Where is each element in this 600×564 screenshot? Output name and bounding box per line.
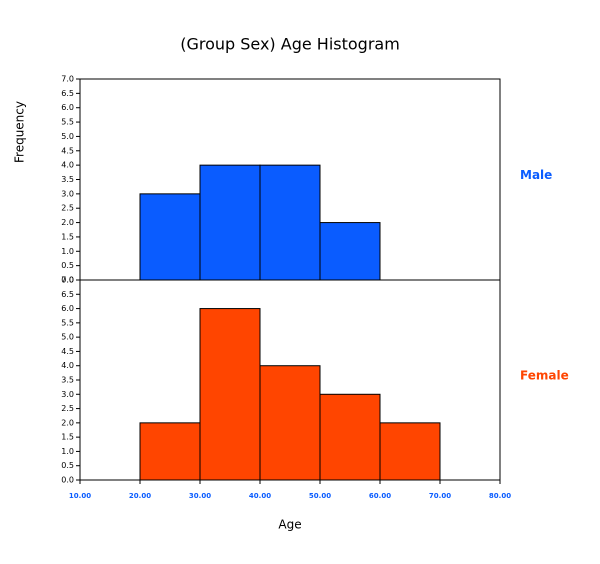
y-tick-label: 0.0 — [61, 476, 74, 485]
legend-label: Female — [520, 369, 569, 383]
legend-label: Male — [520, 168, 552, 182]
bar — [199, 308, 261, 481]
y-tick-label: 0.0 — [61, 276, 74, 285]
x-tick-label: 80.00 — [489, 492, 511, 500]
bar — [139, 422, 201, 481]
y-tick-label: 3.0 — [61, 390, 74, 399]
x-tick-label: 50.00 — [309, 492, 331, 500]
y-tick-label: 4.0 — [61, 361, 74, 370]
y-tick-label: 0.5 — [61, 261, 74, 270]
y-tick-label: 7.0 — [61, 75, 74, 84]
bar — [319, 222, 381, 281]
bar — [259, 365, 321, 481]
y-tick-label: 1.5 — [61, 232, 74, 241]
bar — [379, 422, 441, 481]
x-axis-label: Age — [278, 518, 301, 532]
x-tick-label: 70.00 — [429, 492, 451, 500]
y-tick-label: 7.0 — [61, 276, 74, 285]
y-tick-label: 5.5 — [61, 118, 74, 127]
y-tick-label: 2.5 — [61, 404, 74, 413]
y-tick-label: 2.5 — [61, 204, 74, 213]
y-tick-label: 4.0 — [61, 161, 74, 170]
y-tick-label: 6.0 — [61, 304, 74, 313]
x-tick-label: 20.00 — [129, 492, 151, 500]
y-tick-label: 6.5 — [61, 89, 74, 98]
x-tick-label: 10.00 — [69, 492, 91, 500]
chart-title: (Group Sex) Age Histogram — [180, 35, 400, 54]
y-tick-label: 3.5 — [61, 376, 74, 385]
y-tick-label: 1.0 — [61, 447, 74, 456]
y-tick-label: 2.0 — [61, 418, 74, 427]
y-tick-label: 5.0 — [61, 333, 74, 342]
bar — [319, 393, 381, 481]
y-tick-label: 2.0 — [61, 218, 74, 227]
x-tick-label: 30.00 — [189, 492, 211, 500]
y-tick-label: 0.5 — [61, 461, 74, 470]
y-tick-label: 5.0 — [61, 132, 74, 141]
x-tick-label: 60.00 — [369, 492, 391, 500]
y-tick-label: 1.5 — [61, 433, 74, 442]
y-tick-label: 4.5 — [61, 347, 74, 356]
y-tick-label: 1.0 — [61, 247, 74, 256]
y-tick-label: 6.5 — [61, 290, 74, 299]
y-tick-label: 4.5 — [61, 146, 74, 155]
y-tick-label: 6.0 — [61, 103, 74, 112]
bar — [199, 164, 261, 281]
y-tick-label: 3.0 — [61, 189, 74, 198]
y-tick-label: 5.5 — [61, 318, 74, 327]
bar — [259, 164, 321, 281]
x-tick-label: 40.00 — [249, 492, 271, 500]
bar — [139, 193, 201, 281]
y-axis-label: Frequency — [13, 101, 27, 163]
y-tick-label: 3.5 — [61, 175, 74, 184]
